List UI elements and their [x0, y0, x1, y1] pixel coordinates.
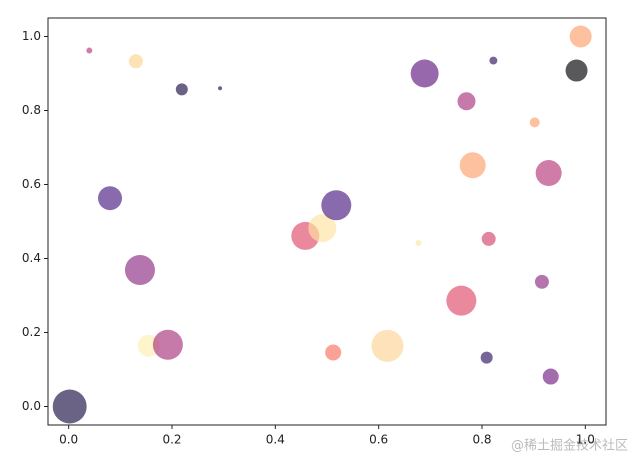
- bubble: [565, 59, 588, 82]
- bubble: [481, 231, 496, 246]
- bubble: [52, 389, 87, 424]
- bubble: [535, 160, 562, 187]
- axes-frame: [47, 17, 607, 426]
- x-tick-label: 0.6: [369, 433, 388, 447]
- bubble: [86, 47, 93, 54]
- y-tick-label: 0.4: [22, 251, 41, 265]
- bubble: [410, 59, 439, 88]
- bubble: [325, 344, 342, 361]
- x-tick-label: 0.8: [472, 433, 491, 447]
- y-tick-label: 0.6: [22, 177, 41, 191]
- bubble: [446, 285, 477, 316]
- bubble: [529, 117, 540, 128]
- x-tick-label: 0.0: [59, 433, 78, 447]
- bubble: [98, 186, 122, 211]
- bubble: [175, 83, 188, 96]
- bubble: [415, 239, 422, 246]
- bubble: [218, 86, 223, 91]
- y-tick-label: 0.8: [22, 103, 41, 117]
- bubble: [371, 329, 404, 362]
- bubble: [124, 254, 155, 285]
- bubble: [152, 329, 183, 360]
- y-tick-label: 1.0: [22, 29, 41, 43]
- y-tick-label: 0.0: [22, 399, 41, 413]
- bubble: [534, 274, 549, 289]
- bubble: [489, 56, 498, 65]
- bubble: [459, 152, 486, 179]
- bubble: [480, 351, 493, 364]
- bubble: [128, 54, 143, 69]
- bubble: [308, 214, 337, 243]
- y-tick-label: 0.2: [22, 325, 41, 339]
- bubble: [569, 25, 592, 48]
- bubble: [457, 92, 476, 111]
- bubble: [321, 190, 352, 221]
- x-tick-label: 1.0: [576, 433, 595, 447]
- watermark: @稀土掘金技术社区: [511, 438, 628, 454]
- bubble: [542, 368, 559, 385]
- x-tick-label: 0.4: [266, 433, 285, 447]
- x-tick-label: 0.2: [162, 433, 181, 447]
